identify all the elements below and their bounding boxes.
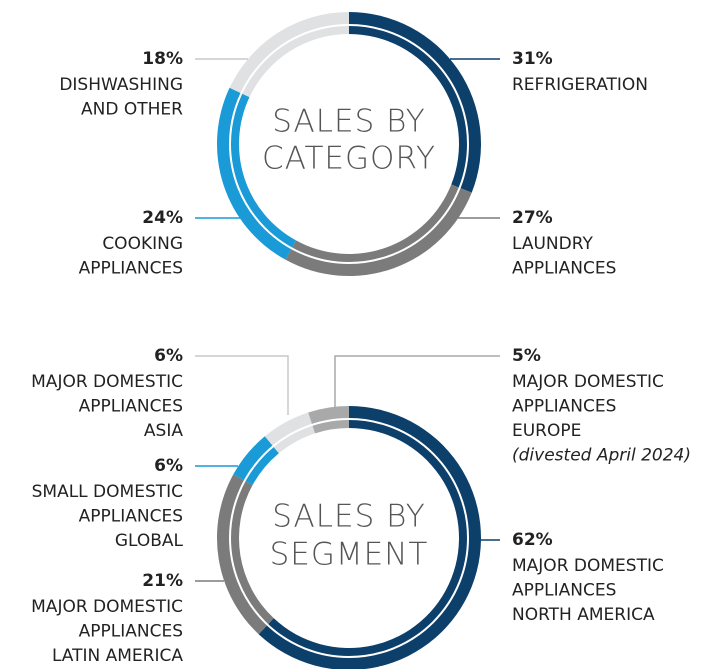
category-label: REFRIGERATION: [512, 75, 648, 95]
category-label: MAJOR DOMESTIC: [512, 556, 664, 576]
donut-segment: [308, 406, 349, 434]
category-label: NORTH AMERICA: [512, 605, 655, 625]
ring-divider: [229, 418, 469, 658]
value-label: 31%: [512, 49, 553, 69]
category-label: AND OTHER: [81, 100, 183, 120]
donut-segment: [217, 87, 297, 260]
category-label: SMALL DOMESTIC: [32, 482, 183, 502]
category-label: APPLIANCES: [79, 397, 183, 417]
category-label: COOKING: [102, 234, 183, 254]
connector: [195, 355, 289, 415]
donut-segment: [349, 12, 481, 193]
category-label: LATIN AMERICA: [52, 646, 183, 666]
value-label: 18%: [142, 49, 183, 69]
center-title: SALES BY: [272, 499, 425, 535]
value-label: 24%: [142, 208, 183, 228]
category-label: APPLIANCES: [79, 507, 183, 527]
donut-segment: [233, 436, 279, 486]
category-label: MAJOR DOMESTIC: [31, 597, 183, 617]
category-label: APPLIANCES: [79, 622, 183, 642]
category-label: DISHWASHING: [59, 75, 183, 95]
category-label: ASIA: [144, 421, 183, 441]
value-label: 6%: [154, 346, 183, 366]
category-label: EUROPE: [512, 421, 581, 441]
donut-segment: [258, 406, 481, 669]
value-label: 27%: [512, 208, 553, 228]
ring-divider: [229, 24, 469, 264]
category-label: LAUNDRY: [512, 234, 593, 254]
center-title: SALES BY: [272, 104, 425, 140]
value-label: 6%: [154, 456, 183, 476]
value-label: 5%: [512, 346, 541, 366]
category-label: MAJOR DOMESTIC: [31, 372, 183, 392]
category-label: APPLIANCES: [79, 259, 183, 279]
donut-segment: [285, 184, 472, 276]
value-label: 62%: [512, 530, 553, 550]
category-label: APPLIANCES: [512, 581, 616, 601]
connector: [334, 355, 500, 408]
donut-segment: [216, 474, 274, 635]
category-label: MAJOR DOMESTIC: [512, 372, 664, 392]
center-title: SEGMENT: [270, 537, 429, 573]
center-title: CATEGORY: [262, 141, 436, 177]
category-label: APPLIANCES: [512, 397, 616, 417]
category-label: APPLIANCES: [512, 259, 616, 279]
value-label: 21%: [142, 571, 183, 591]
category-label: GLOBAL: [115, 531, 184, 551]
annotation: (divested April 2024): [512, 446, 691, 466]
donut-segment: [229, 12, 349, 98]
